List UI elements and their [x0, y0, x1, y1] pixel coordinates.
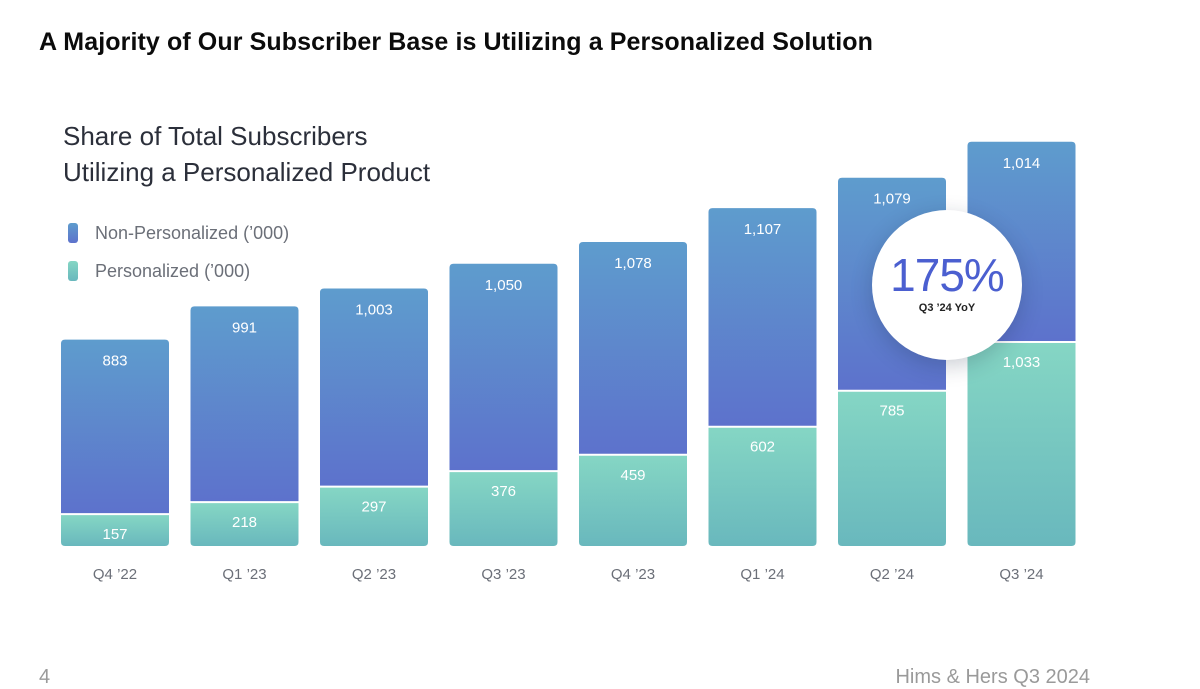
legend-item-non-personalized: Non-Personalized (’000)	[68, 214, 289, 252]
legend-item-personalized: Personalized (’000)	[68, 252, 289, 290]
bar-label-non-personalized: 1,003	[355, 302, 393, 319]
bar-label-non-personalized: 1,050	[485, 277, 523, 294]
bar-label-non-personalized: 883	[102, 353, 127, 370]
slide-title: A Majority of Our Subscriber Base is Uti…	[39, 28, 874, 56]
bar-group: 1,050 376 Q3 ’23	[449, 263, 558, 583]
bar-label-non-personalized: 1,079	[873, 191, 911, 208]
bar-personalized	[967, 343, 1076, 546]
bar-label-personalized: 602	[750, 439, 775, 456]
x-tick-label: Q2 ’24	[870, 566, 914, 583]
bar-personalized	[838, 391, 946, 546]
bar-non-personalized	[449, 263, 558, 471]
chart-title-line1: Share of Total Subscribers	[63, 121, 368, 151]
bar-personalized	[579, 455, 687, 546]
yoy-growth-badge: 175% Q3 ’24 YoY	[872, 210, 1022, 360]
bar-personalized	[190, 503, 299, 546]
bar-personalized	[708, 427, 817, 546]
bar-personalized	[449, 472, 558, 546]
bar-label-non-personalized: 1,014	[1003, 155, 1041, 172]
bar-personalized	[320, 487, 428, 546]
chart-legend: Non-Personalized (’000) Personalized (’0…	[68, 214, 289, 290]
bar-non-personalized	[320, 288, 428, 486]
x-tick-label: Q3 ’23	[481, 566, 525, 583]
bar-label-non-personalized: 991	[232, 319, 257, 336]
page-number: 4	[39, 666, 51, 688]
bar-label-personalized: 376	[491, 483, 516, 500]
bar-personalized	[61, 515, 169, 546]
bar-group: 991 218 Q1 ’23	[190, 306, 299, 583]
x-tick-label: Q2 ’23	[352, 566, 396, 583]
chart-title: Share of Total Subscribers Utilizing a P…	[63, 118, 430, 190]
bar-non-personalized	[579, 241, 687, 454]
bar-label-personalized: 1,033	[1003, 354, 1041, 371]
bar-group: 1,003 297 Q2 ’23	[320, 288, 428, 583]
badge-value: 175%	[890, 249, 1005, 301]
footer-brand: Hims & Hers Q3 2024	[895, 666, 1090, 688]
legend-label-non-personalized: Non-Personalized (’000)	[95, 222, 290, 243]
bar-label-personalized: 218	[232, 514, 257, 531]
bar-group: 1,107 602 Q1 ’24	[708, 208, 817, 583]
bar-group: 1,014 1,033 Q3 ’24	[967, 141, 1076, 583]
x-tick-label: Q1 ’23	[222, 566, 266, 583]
x-tick-label: Q3 ’24	[999, 566, 1043, 583]
legend-label-personalized: Personalized (’000)	[95, 260, 251, 281]
legend-swatch-personalized	[68, 261, 78, 281]
bar-label-personalized: 785	[879, 403, 904, 420]
bar-non-personalized	[61, 339, 169, 514]
chart-title-line2: Utilizing a Personalized Product	[63, 157, 431, 187]
x-tick-label: Q4 ’22	[93, 566, 137, 583]
bar-group: 1,078 459 Q4 ’23	[579, 241, 687, 583]
badge-caption: Q3 ’24 YoY	[918, 302, 976, 314]
bar-label-non-personalized: 1,078	[614, 255, 652, 272]
x-tick-label: Q1 ’24	[740, 566, 784, 583]
bar-label-non-personalized: 1,107	[744, 221, 782, 238]
bar-label-personalized: 459	[620, 467, 645, 484]
bar-group: 883 157 Q4 ’22	[61, 339, 169, 583]
bar-label-personalized: 297	[361, 499, 386, 516]
legend-swatch-non-personalized	[68, 223, 78, 243]
bar-non-personalized	[708, 208, 817, 426]
x-tick-label: Q4 ’23	[611, 566, 655, 583]
bar-label-personalized: 157	[102, 526, 127, 543]
bar-non-personalized	[190, 306, 299, 502]
